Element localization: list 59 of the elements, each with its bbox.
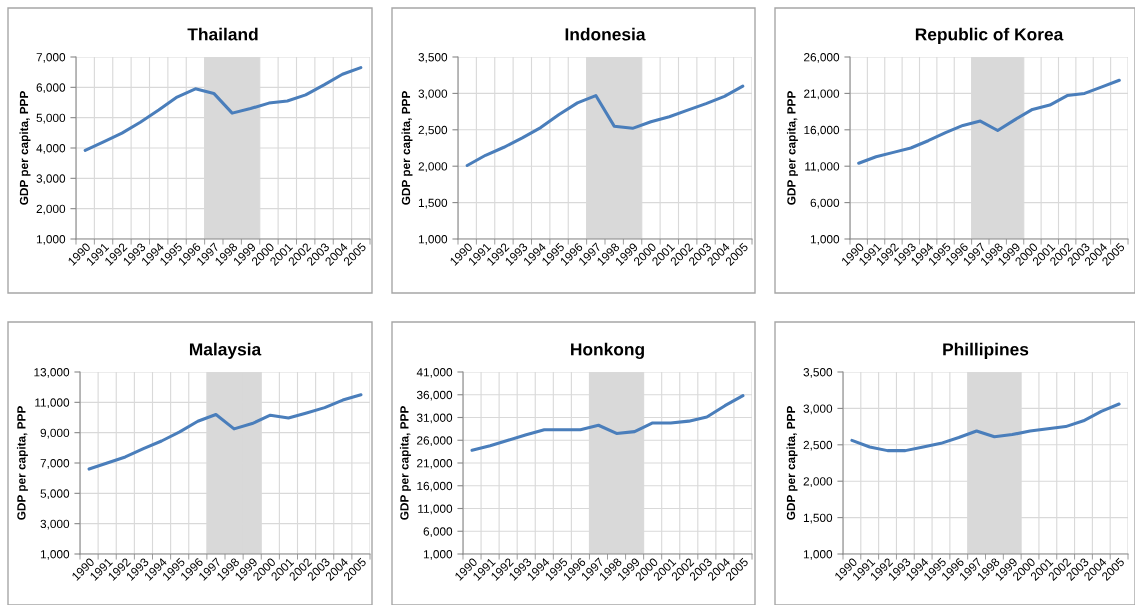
line-series bbox=[857, 78, 1121, 165]
chart-title: Malaysia bbox=[189, 342, 262, 359]
y-axis-title: GDP per capita, PPP bbox=[786, 406, 798, 520]
y-tick-label: 2,500 bbox=[803, 440, 833, 451]
y-tick-label: 1,500 bbox=[803, 513, 833, 524]
chart-title: Honkong bbox=[571, 342, 644, 360]
y-tick-label: 21,000 bbox=[804, 89, 840, 100]
y-tick-label: 1,000 bbox=[418, 235, 448, 245]
y-tick-label: 41,000 bbox=[416, 368, 453, 378]
chart-title: Thailand bbox=[187, 27, 258, 41]
y-tick-label: 6,000 bbox=[36, 83, 66, 94]
y-tick-label: 2,000 bbox=[803, 477, 833, 487]
y-tick-label: 6,000 bbox=[810, 198, 840, 209]
y-tick-label: 7,000 bbox=[40, 459, 70, 469]
y-tick-label: 2,500 bbox=[418, 125, 448, 136]
y-tick-label: 1,000 bbox=[423, 550, 453, 560]
y-tick-label: 2,000 bbox=[418, 162, 448, 172]
line-series bbox=[470, 394, 745, 452]
y-tick-label: 5,000 bbox=[40, 489, 70, 500]
y-tick-label: 6,000 bbox=[423, 527, 453, 538]
y-tick-label: 7,000 bbox=[36, 53, 66, 63]
y-tick-label: 3,000 bbox=[40, 519, 70, 530]
y-tick-label: 3,500 bbox=[803, 368, 833, 378]
chart-title: Phillipines bbox=[943, 342, 1029, 359]
line-series bbox=[87, 393, 363, 471]
y-tick-label: 3,000 bbox=[36, 174, 66, 185]
y-axis-title: GDP per capita, PPP bbox=[16, 406, 28, 520]
y-tick-label: 21,000 bbox=[417, 459, 453, 469]
y-tick-label: 1,000 bbox=[803, 550, 833, 560]
y-tick-label: 1,000 bbox=[40, 550, 70, 560]
y-axis-title: GDP per capita, PPP bbox=[19, 91, 31, 205]
y-tick-label: 11,000 bbox=[805, 162, 840, 172]
chart-title: Indonesia bbox=[565, 27, 646, 41]
y-tick-label: 5,000 bbox=[36, 113, 66, 124]
y-axis-title: GDP per capita, PPP bbox=[399, 406, 411, 520]
y-tick-label: 1,500 bbox=[418, 198, 448, 209]
y-tick-label: 31,000 bbox=[416, 413, 453, 424]
y-tick-label: 1,000 bbox=[810, 235, 840, 245]
y-tick-label: 16,000 bbox=[417, 481, 453, 492]
y-tick-label: 36,000 bbox=[416, 390, 453, 401]
line-series bbox=[465, 84, 745, 167]
line-series bbox=[850, 402, 1121, 453]
y-tick-label: 26,000 bbox=[417, 436, 453, 447]
chart-title: Republic of Korea bbox=[915, 27, 1064, 44]
y-axis-title: GDP per capita, PPP bbox=[401, 91, 413, 205]
y-tick-label: 13,000 bbox=[34, 368, 70, 378]
y-axis-title: GDP per capita, PPP bbox=[786, 91, 798, 205]
y-tick-label: 9,000 bbox=[40, 428, 70, 439]
y-tick-label: 11,000 bbox=[35, 398, 70, 409]
y-tick-label: 4,000 bbox=[36, 144, 66, 154]
y-tick-label: 3,000 bbox=[418, 89, 448, 100]
y-tick-label: 3,000 bbox=[803, 404, 833, 415]
y-tick-label: 1,000 bbox=[36, 235, 66, 245]
y-tick-label: 3,500 bbox=[418, 53, 448, 63]
y-tick-label: 11,000 bbox=[418, 504, 453, 515]
line-series bbox=[83, 66, 363, 152]
y-tick-label: 2,000 bbox=[36, 204, 66, 215]
y-tick-label: 26,000 bbox=[804, 53, 840, 63]
y-tick-label: 16,000 bbox=[804, 125, 840, 136]
